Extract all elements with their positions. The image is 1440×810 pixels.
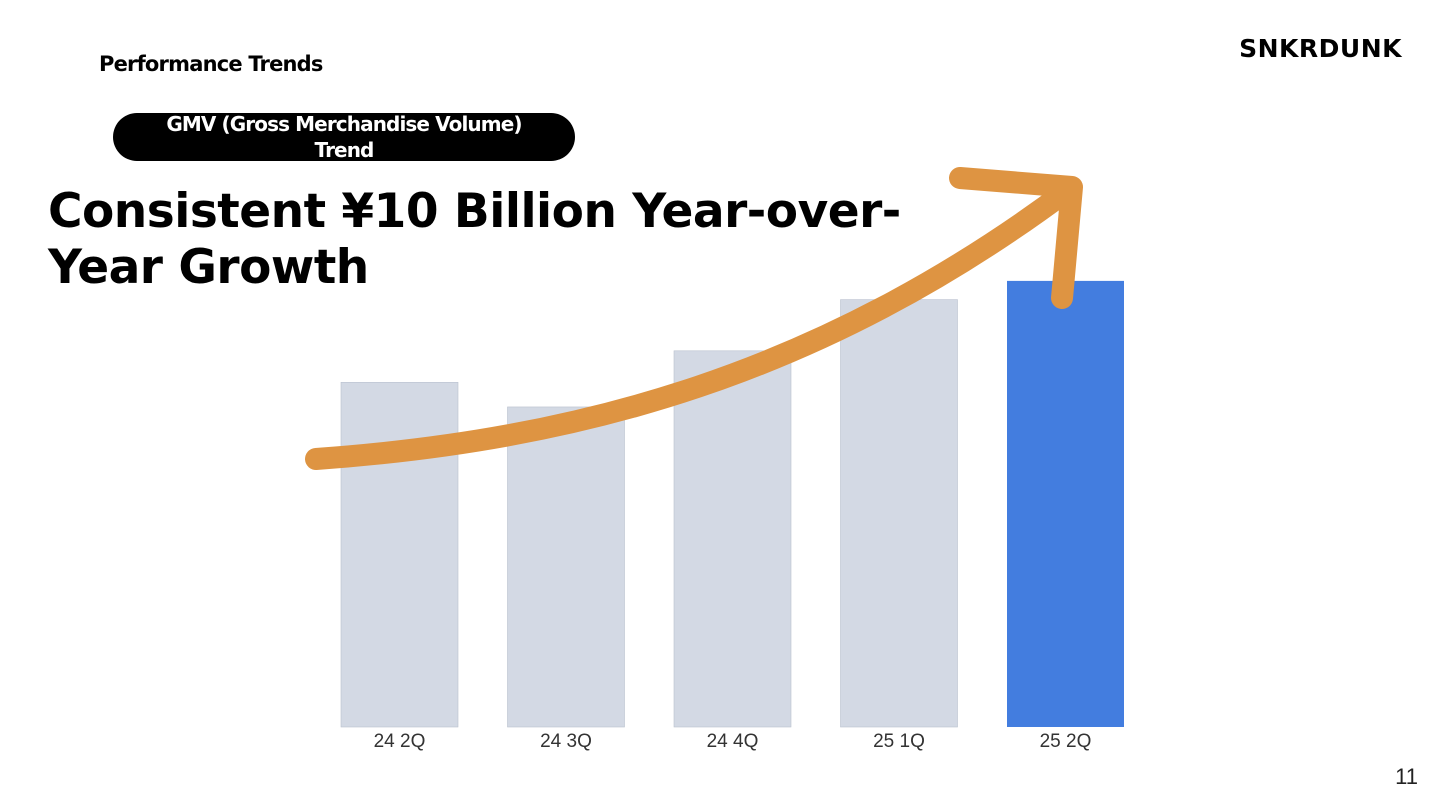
brand-logo: SNKRDUNK <box>1239 34 1402 63</box>
x-tick-label: 25 2Q <box>1040 731 1092 752</box>
x-tick-label: 24 3Q <box>540 731 592 752</box>
bar-24-4q <box>673 350 792 728</box>
section-label: Performance Trends <box>99 52 323 76</box>
x-tick-label: 24 2Q <box>374 731 426 752</box>
trend-arrow-stroke <box>305 179 1079 470</box>
bar-24-3q <box>507 406 625 728</box>
chart-topic-pill: GMV (Gross Merchandise Volume) Trend <box>113 112 575 162</box>
page-number: 11 <box>1395 764 1418 789</box>
x-tick-labels: 24 2Q 24 3Q 24 4Q 25 1Q 25 2Q <box>374 731 1092 752</box>
chart-topic-label: GMV (Gross Merchandise Volume) Trend <box>166 112 522 162</box>
headline: Consistent ¥10 Billion Year-over-Year Gr… <box>48 184 901 295</box>
bar-25-2q <box>1007 280 1124 727</box>
bar-24-2q <box>340 382 459 728</box>
x-tick-label: 24 4Q <box>707 731 759 752</box>
trend-arrow-stroke <box>949 167 1083 309</box>
trend-arrow-icon <box>305 167 1083 470</box>
bar-25-1q <box>840 299 958 728</box>
bars-group <box>340 280 1124 728</box>
x-tick-label: 25 1Q <box>873 731 925 752</box>
